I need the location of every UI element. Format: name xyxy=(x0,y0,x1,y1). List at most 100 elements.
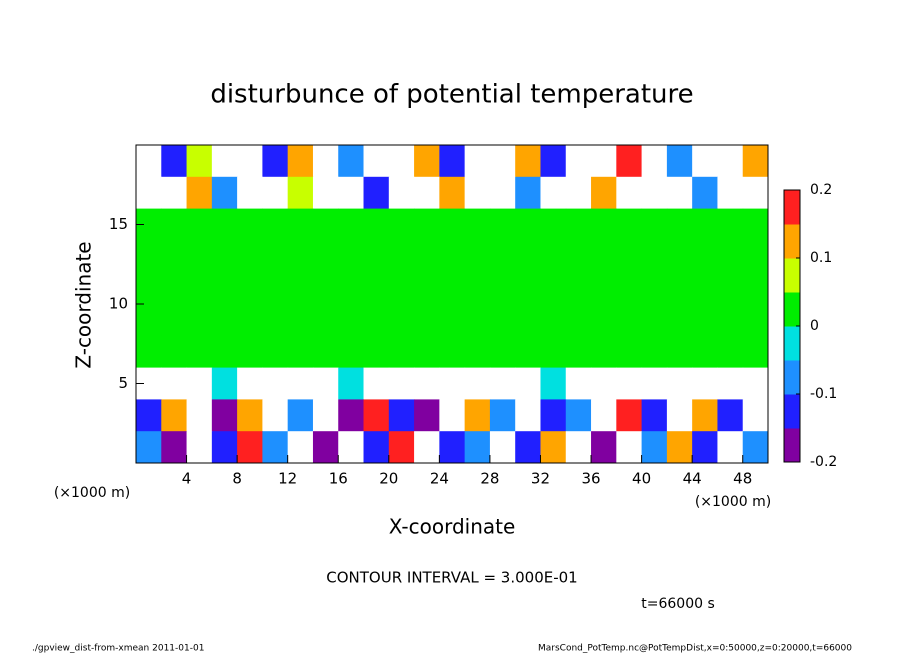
cell xyxy=(363,367,390,400)
cell xyxy=(312,176,339,210)
cell xyxy=(616,304,643,337)
cell xyxy=(742,399,769,432)
y-tick-label: 10 xyxy=(109,295,128,313)
cell xyxy=(262,367,289,400)
cell xyxy=(742,431,769,464)
cell xyxy=(211,367,238,400)
cell xyxy=(742,304,769,337)
cell xyxy=(641,176,668,210)
cell xyxy=(262,240,289,273)
cell xyxy=(237,208,263,241)
cell xyxy=(287,367,314,400)
cell xyxy=(666,304,693,337)
colorbar-label: 0 xyxy=(810,318,819,334)
cell xyxy=(363,145,390,178)
cell xyxy=(287,304,314,337)
cell xyxy=(161,367,188,400)
cell xyxy=(692,431,718,464)
cell xyxy=(211,240,238,273)
cell xyxy=(464,176,491,210)
cell xyxy=(641,304,668,337)
cell xyxy=(338,176,365,210)
cell xyxy=(616,335,643,369)
cell xyxy=(237,272,263,305)
x-tick-label: 48 xyxy=(733,470,752,488)
cell xyxy=(464,145,491,178)
colorbar-swatch xyxy=(784,224,800,259)
cell xyxy=(742,145,769,178)
cell xyxy=(439,176,466,210)
cell xyxy=(211,272,238,305)
cell xyxy=(211,335,238,369)
cell xyxy=(616,176,643,210)
cell xyxy=(666,208,693,241)
cell xyxy=(287,335,314,369)
x-tick-label: 44 xyxy=(683,470,702,488)
colorbar-swatch xyxy=(784,326,800,361)
cell xyxy=(439,240,466,273)
cell xyxy=(287,272,314,305)
cell xyxy=(515,367,541,400)
cell xyxy=(388,367,415,400)
cell xyxy=(616,145,643,178)
colorbar-label: -0.1 xyxy=(810,386,837,402)
cell xyxy=(211,399,238,432)
cell xyxy=(136,399,162,432)
cell xyxy=(237,367,263,400)
cell xyxy=(742,176,769,210)
cell xyxy=(641,272,668,305)
cell xyxy=(565,335,592,369)
cell xyxy=(186,176,213,210)
cell xyxy=(489,272,516,305)
cell xyxy=(237,399,263,432)
cell xyxy=(591,304,617,337)
cell xyxy=(312,431,339,464)
x-tick-label: 36 xyxy=(581,470,600,488)
colorbar-label: 0.2 xyxy=(810,182,832,198)
cell xyxy=(262,272,289,305)
cell xyxy=(540,208,567,241)
cell xyxy=(540,145,567,178)
cell xyxy=(515,304,541,337)
cell xyxy=(540,272,567,305)
cell xyxy=(515,272,541,305)
cell xyxy=(338,367,365,400)
contour-interval: CONTOUR INTERVAL = 3.000E-01 xyxy=(326,569,577,587)
cell xyxy=(565,240,592,273)
cell xyxy=(666,399,693,432)
cell xyxy=(388,208,415,241)
x-unit: (×1000 m) xyxy=(695,494,771,510)
cell xyxy=(186,431,213,464)
cell xyxy=(540,431,567,464)
cell xyxy=(616,240,643,273)
cell xyxy=(742,208,769,241)
colorbar-label: 0.1 xyxy=(810,250,832,266)
cell xyxy=(388,145,415,178)
cell xyxy=(186,240,213,273)
cell xyxy=(742,272,769,305)
cell xyxy=(211,145,238,178)
cell xyxy=(464,335,491,369)
cell xyxy=(489,208,516,241)
cell xyxy=(161,399,188,432)
x-tick-label: 24 xyxy=(430,470,449,488)
x-tick-label: 40 xyxy=(632,470,651,488)
y-tick-label: 15 xyxy=(109,215,128,233)
cell xyxy=(641,431,668,464)
y-unit: (×1000 m) xyxy=(54,485,130,501)
cell xyxy=(338,335,365,369)
cell xyxy=(211,208,238,241)
cell xyxy=(540,367,567,400)
y-axis-label: Z-coordinate xyxy=(72,241,96,368)
cell xyxy=(540,335,567,369)
cell xyxy=(742,240,769,273)
cell xyxy=(388,431,415,464)
cell xyxy=(186,145,213,178)
cell xyxy=(591,335,617,369)
cell xyxy=(186,367,213,400)
colorbar-swatch xyxy=(784,190,800,225)
cell xyxy=(161,272,188,305)
cell xyxy=(363,335,390,369)
cell xyxy=(136,335,162,369)
